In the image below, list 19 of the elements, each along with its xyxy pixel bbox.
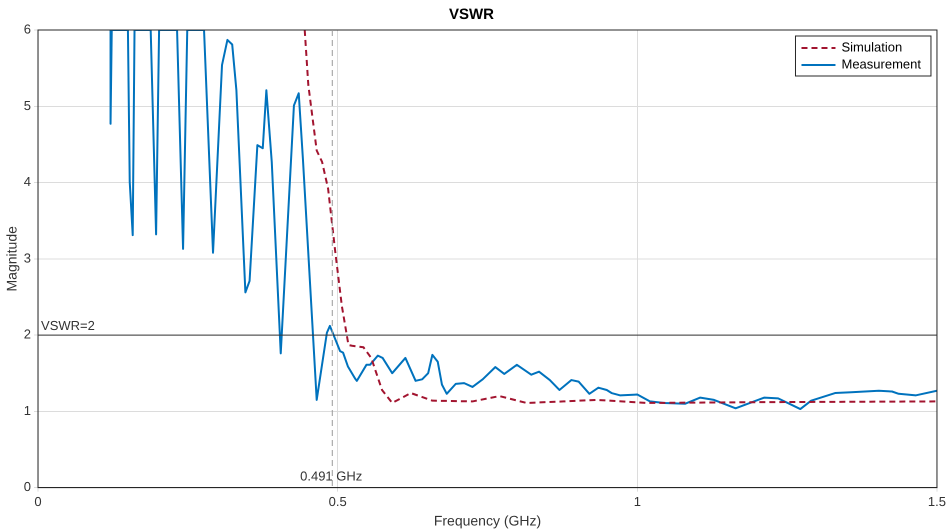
y-tick-label: 1 [24,402,32,418]
legend-label: Measurement [841,56,922,72]
chart-title: VSWR [449,6,494,24]
x-tick-label: 1 [634,494,641,509]
line-series [304,30,937,404]
y-tick-label: 4 [24,174,32,190]
ref-line-label: VSWR=2 [41,318,95,334]
ref-line-label: 0.491 GHz [300,468,362,484]
y-tick-label: 6 [24,22,32,37]
x-axis-title: Frequency (GHz) [434,512,542,528]
x-tick-label: 1.5 [928,494,946,509]
y-axis-title: Magnitude [3,226,20,292]
y-tick-label: 5 [24,98,32,113]
y-tick-label: 3 [24,250,32,266]
x-tick-label: 0 [34,494,42,509]
legend-label: Simulation [841,40,902,55]
y-tick-label: 0 [24,479,32,494]
y-tick-label: 2 [24,326,32,342]
x-tick-label: 0.5 [328,494,347,509]
